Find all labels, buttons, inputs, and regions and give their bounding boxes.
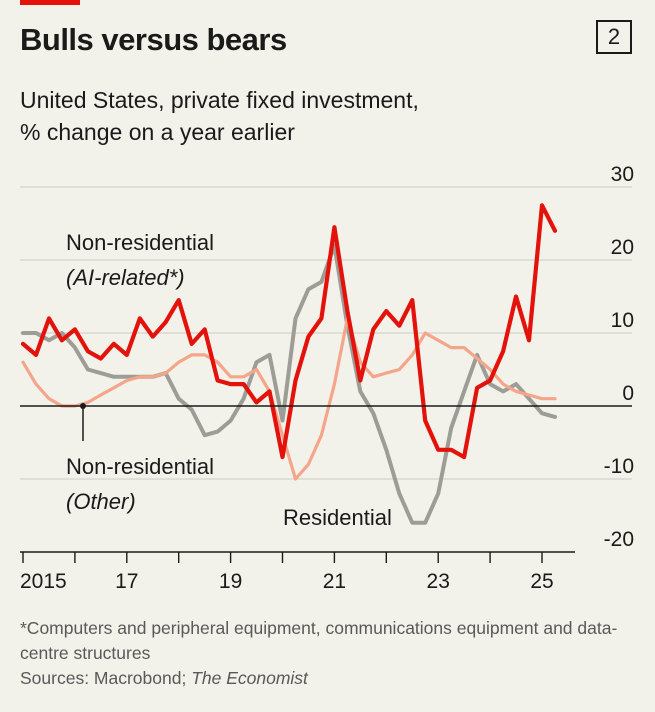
y-tick-label-0: 0 [622, 382, 634, 405]
y-tick-label--20: -20 [604, 528, 634, 551]
series-label-2-line-0: Non-residential [66, 230, 214, 255]
sources-line: Sources: Macrobond; The Economist [20, 666, 640, 691]
subtitle-line-2: % change on a year earlier [20, 119, 295, 145]
x-tick-label-23: 23 [427, 570, 450, 593]
series-line-1 [21, 316, 557, 481]
chart-number-badge: 2 [596, 20, 632, 54]
y-tick-label--10: -10 [604, 455, 634, 478]
y-tick-label-20: 20 [611, 236, 634, 259]
x-tick-label-21: 21 [323, 570, 346, 593]
sources-italic: The Economist [191, 668, 308, 688]
other-label-leader-dot [80, 403, 86, 409]
sources-prefix: Sources: Macrobond; [20, 668, 192, 688]
brand-tag-bar [20, 0, 80, 5]
series-label-0-line-0: Residential [283, 505, 392, 530]
subtitle-line-1: United States, private fixed investment, [20, 87, 419, 113]
chart-subtitle: United States, private fixed investment,… [20, 84, 620, 148]
x-tick-label-25: 25 [530, 570, 553, 593]
y-tick-label-30: 30 [611, 163, 634, 186]
x-tick-label-2015: 2015 [20, 570, 67, 593]
series-line-2 [20, 203, 558, 460]
series-label-1-line-0: Non-residential [66, 454, 214, 479]
x-tick-label-17: 17 [115, 570, 138, 593]
y-tick-label-10: 10 [611, 309, 634, 332]
series-line-0 [21, 243, 557, 525]
x-tick-label-19: 19 [219, 570, 242, 593]
footnote-text: *Computers and peripheral equipment, com… [20, 618, 618, 663]
line-chart: 30 20 10 0 -10 -20 2015 17 19 21 23 25 Residential No… [20, 163, 634, 593]
chart-footnote: *Computers and peripheral equipment, com… [20, 616, 640, 691]
chart-title: Bulls versus bears [20, 22, 287, 57]
series-label-1-line-1: (Other) [66, 489, 136, 514]
series-label-2-line-1: (AI-related*) [66, 265, 185, 290]
